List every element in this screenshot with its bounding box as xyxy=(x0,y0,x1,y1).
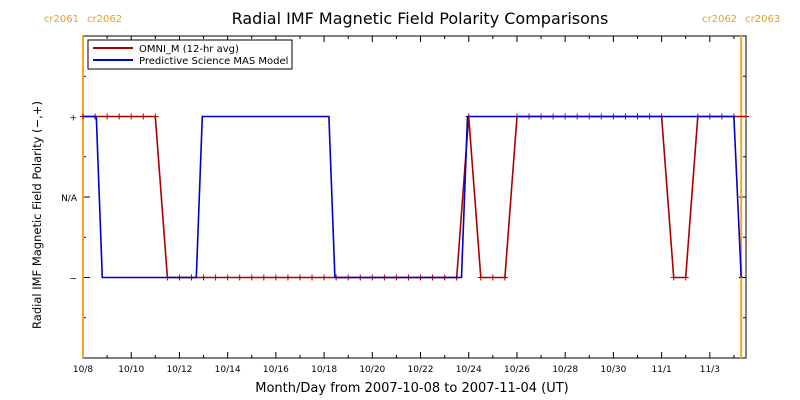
series-layer xyxy=(80,113,749,281)
x-tick-label: 10/24 xyxy=(456,365,482,375)
omni-data-point xyxy=(272,274,279,281)
x-axis-label: Month/Day from 2007-10-08 to 2007-11-04 … xyxy=(255,381,568,396)
x-tick-label: 10/22 xyxy=(408,365,434,375)
omni-data-point xyxy=(682,274,689,281)
omni-data-point xyxy=(248,274,255,281)
y-axis: + N/A − xyxy=(61,75,746,319)
omni-data-point xyxy=(743,113,749,120)
x-tick-label: 10/14 xyxy=(215,365,241,375)
omni-data-point xyxy=(477,274,484,281)
omni-data-point xyxy=(501,274,508,281)
omni-data-point xyxy=(140,113,147,120)
carrington-rotation-lines xyxy=(82,36,743,358)
carrington-label: cr2061 xyxy=(44,14,79,25)
omni-data-point xyxy=(321,274,328,281)
omni-data-point xyxy=(104,113,111,120)
y-axis-label: Radial IMF Magnetic Field Polarity (−,+) xyxy=(30,101,44,329)
omni-data-point xyxy=(152,113,159,120)
omni-data-point xyxy=(116,113,123,120)
x-tick-label: 10/16 xyxy=(263,365,289,375)
omni-data-point xyxy=(128,113,135,120)
carrington-rotation-labels: cr2061 cr2062 cr2062 cr2063 xyxy=(44,14,780,25)
x-axis: 10/8 10/10 10/12 10/14 10/16 10/18 10/20 10/22 1… xyxy=(73,36,735,375)
x-tick-label: 10/20 xyxy=(359,365,385,375)
carrington-label: cr2063 xyxy=(745,14,780,25)
x-tick-label: 10/10 xyxy=(118,365,144,375)
legend-label: Predictive Science MAS Model xyxy=(139,56,288,67)
x-tick-label: 11/3 xyxy=(700,365,720,375)
omni-data-point xyxy=(296,274,303,281)
x-tick-label: 10/30 xyxy=(600,365,626,375)
x-tick-label: 10/18 xyxy=(311,365,337,375)
mas-series-line xyxy=(83,115,742,279)
y-tick-label: + xyxy=(69,114,77,124)
legend-box xyxy=(87,39,293,70)
y-tick-label: N/A xyxy=(61,194,78,204)
omni-data-point xyxy=(489,274,496,281)
omni-data-point xyxy=(200,274,207,281)
omni-data-point xyxy=(284,274,291,281)
x-tick-label: 10/8 xyxy=(73,365,93,375)
chart-title: Radial IMF Magnetic Field Polarity Compa… xyxy=(232,9,609,28)
omni-series-line xyxy=(83,115,746,279)
carrington-label: cr2062 xyxy=(702,14,737,25)
omni-data-point xyxy=(670,274,677,281)
x-tick-label: 11/1 xyxy=(652,365,672,375)
omni-data-point xyxy=(212,274,219,281)
carrington-label: cr2062 xyxy=(87,14,122,25)
omni-data-point xyxy=(260,274,267,281)
x-tick-label: 10/26 xyxy=(504,365,530,375)
omni-data-point xyxy=(309,274,316,281)
omni-data-point xyxy=(224,274,231,281)
y-tick-label: − xyxy=(69,275,77,285)
x-tick-label: 10/28 xyxy=(552,365,578,375)
legend: OMNI_M (12-hr avg)Predictive Science MAS… xyxy=(87,39,293,70)
plot-frame xyxy=(82,35,747,359)
legend-label: OMNI_M (12-hr avg) xyxy=(139,44,239,55)
omni-data-point xyxy=(236,274,243,281)
x-tick-label: 10/12 xyxy=(166,365,192,375)
